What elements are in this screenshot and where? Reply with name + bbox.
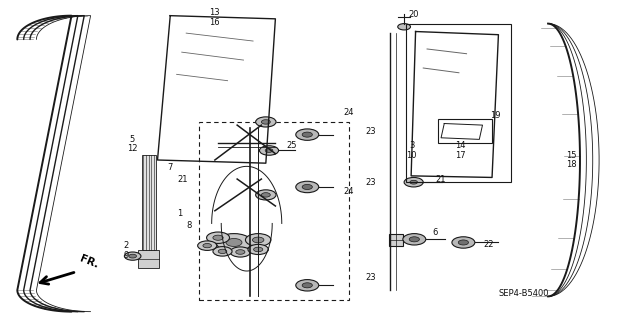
Circle shape <box>255 117 276 127</box>
Circle shape <box>207 232 230 244</box>
Text: 22: 22 <box>484 240 494 249</box>
Circle shape <box>218 249 227 253</box>
Text: 19: 19 <box>490 111 500 120</box>
Circle shape <box>265 148 273 152</box>
Circle shape <box>302 283 312 288</box>
Text: 23: 23 <box>365 273 376 282</box>
Circle shape <box>452 237 475 248</box>
Circle shape <box>409 237 419 242</box>
Circle shape <box>236 250 245 254</box>
Text: 6: 6 <box>432 228 437 237</box>
Circle shape <box>255 190 276 200</box>
Text: 20: 20 <box>408 10 419 19</box>
Circle shape <box>230 247 250 257</box>
FancyBboxPatch shape <box>141 155 156 251</box>
Text: 23: 23 <box>365 127 376 136</box>
Text: 24: 24 <box>344 108 354 117</box>
Text: 21: 21 <box>436 174 446 184</box>
Text: 16: 16 <box>209 18 220 27</box>
Circle shape <box>296 129 319 140</box>
Circle shape <box>248 244 268 254</box>
FancyBboxPatch shape <box>389 234 403 246</box>
Text: 8: 8 <box>187 220 192 229</box>
Text: 25: 25 <box>286 141 296 150</box>
Circle shape <box>261 193 270 197</box>
Circle shape <box>403 234 426 245</box>
Text: SEP4-B5400: SEP4-B5400 <box>499 289 549 298</box>
FancyBboxPatch shape <box>438 119 492 142</box>
Circle shape <box>246 234 271 246</box>
Circle shape <box>198 241 217 251</box>
Text: 5: 5 <box>129 135 134 144</box>
Text: 1: 1 <box>177 209 182 219</box>
Text: 15: 15 <box>566 151 577 160</box>
Circle shape <box>129 254 136 258</box>
Circle shape <box>296 280 319 291</box>
FancyBboxPatch shape <box>138 251 159 268</box>
Circle shape <box>296 181 319 193</box>
Circle shape <box>259 146 278 155</box>
Circle shape <box>410 180 417 184</box>
Circle shape <box>213 235 223 240</box>
Text: 18: 18 <box>566 160 577 169</box>
Text: 12: 12 <box>127 144 137 153</box>
Text: 14: 14 <box>455 141 465 150</box>
Text: 17: 17 <box>455 151 465 160</box>
Text: 21: 21 <box>178 174 188 184</box>
Text: 2: 2 <box>123 241 128 250</box>
Text: 9: 9 <box>123 251 128 260</box>
Circle shape <box>226 238 242 246</box>
Circle shape <box>397 24 410 30</box>
Circle shape <box>213 247 232 256</box>
Circle shape <box>216 234 252 252</box>
Circle shape <box>302 132 312 137</box>
Text: 7: 7 <box>168 164 173 172</box>
Text: FR.: FR. <box>78 253 100 270</box>
Text: 3: 3 <box>409 141 415 150</box>
Text: 13: 13 <box>209 8 220 17</box>
Circle shape <box>253 247 263 252</box>
Text: 10: 10 <box>406 151 417 160</box>
Circle shape <box>203 244 211 248</box>
Circle shape <box>302 184 312 189</box>
Circle shape <box>124 252 141 260</box>
Circle shape <box>458 240 468 245</box>
Circle shape <box>404 178 423 187</box>
Text: 24: 24 <box>344 187 354 196</box>
Circle shape <box>261 120 270 124</box>
Circle shape <box>252 237 264 243</box>
Text: 23: 23 <box>365 178 376 187</box>
